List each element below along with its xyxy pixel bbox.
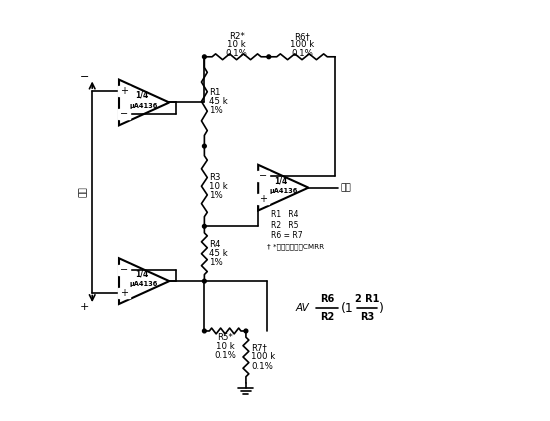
Text: 輸入: 輸入: [79, 187, 87, 197]
Text: −: −: [80, 72, 90, 82]
Bar: [118, 86, 130, 96]
Text: 1/4: 1/4: [135, 269, 149, 279]
Text: −: −: [259, 171, 267, 181]
Text: −: −: [121, 86, 129, 96]
Text: 10 k: 10 k: [210, 182, 228, 191]
Text: μA4136: μA4136: [269, 188, 298, 194]
Text: +: +: [121, 109, 129, 119]
Text: 100 k: 100 k: [290, 40, 314, 49]
Text: R3: R3: [360, 312, 375, 322]
Text: 輸出: 輸出: [341, 183, 351, 192]
Circle shape: [202, 279, 206, 283]
Text: 100 k: 100 k: [251, 352, 275, 362]
Text: R4: R4: [210, 240, 221, 249]
Text: 1/4: 1/4: [135, 91, 149, 100]
Text: (1: (1: [340, 301, 354, 314]
Circle shape: [202, 55, 206, 59]
Text: R2: R2: [320, 312, 334, 322]
Text: 2 R1: 2 R1: [355, 294, 380, 304]
Text: +: +: [120, 86, 128, 96]
Text: +: +: [80, 302, 90, 312]
Text: 0.1%: 0.1%: [214, 352, 236, 360]
Text: R5*: R5*: [217, 333, 233, 342]
Bar: [118, 265, 130, 274]
Circle shape: [244, 329, 248, 333]
Bar: [257, 194, 269, 204]
Circle shape: [202, 144, 206, 148]
Text: 10 k: 10 k: [227, 40, 246, 49]
Text: R1: R1: [210, 88, 221, 97]
Text: ): ): [379, 301, 384, 314]
Text: 45 k: 45 k: [210, 249, 228, 258]
Text: 10 k: 10 k: [216, 342, 234, 351]
Text: R2*: R2*: [229, 32, 244, 41]
Text: 0.1%: 0.1%: [226, 48, 248, 58]
Text: R3: R3: [210, 173, 221, 181]
Text: +: +: [260, 194, 268, 204]
Circle shape: [202, 224, 206, 228]
Bar: [257, 171, 269, 181]
Text: +: +: [120, 288, 128, 298]
Circle shape: [267, 55, 271, 59]
Text: R2   R5: R2 R5: [271, 221, 298, 229]
Text: −: −: [120, 109, 128, 119]
Text: 1%: 1%: [210, 191, 223, 200]
Text: † *匹配程度決定CMRR: † *匹配程度決定CMRR: [267, 244, 324, 250]
Text: AV: AV: [296, 303, 310, 313]
Text: +: +: [259, 194, 267, 204]
Text: 1%: 1%: [210, 106, 223, 115]
Text: R1   R4: R1 R4: [271, 210, 298, 219]
Text: R7†: R7†: [251, 343, 267, 352]
Text: R6†: R6†: [294, 32, 310, 41]
Text: −: −: [120, 265, 128, 274]
Text: μA4136: μA4136: [130, 103, 158, 109]
Text: 1/4: 1/4: [274, 176, 288, 185]
Text: 0.1%: 0.1%: [251, 362, 273, 370]
Bar: [118, 288, 130, 298]
Text: +: +: [121, 288, 129, 298]
Text: −: −: [260, 171, 268, 181]
Text: 1%: 1%: [210, 258, 223, 267]
Bar: [118, 109, 130, 119]
Text: μA4136: μA4136: [130, 282, 158, 288]
Circle shape: [202, 329, 206, 333]
Text: R6 = R7: R6 = R7: [271, 231, 303, 240]
Text: 0.1%: 0.1%: [291, 48, 313, 58]
Text: R6: R6: [320, 294, 334, 304]
Text: −: −: [121, 265, 129, 274]
Text: 45 k: 45 k: [210, 97, 228, 106]
